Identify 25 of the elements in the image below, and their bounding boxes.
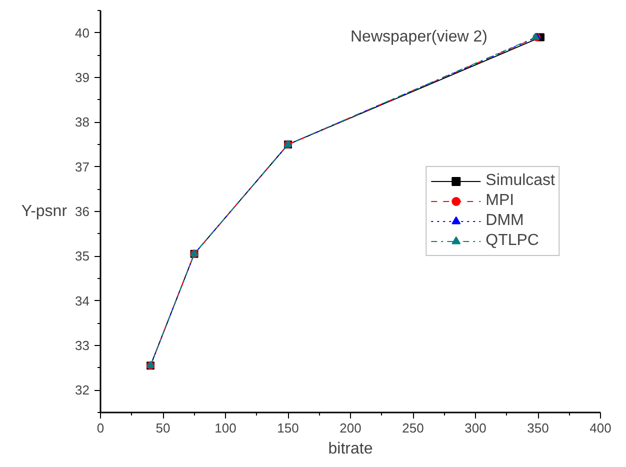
legend-label: Simulcast xyxy=(486,172,555,190)
y-tick-label: 37 xyxy=(75,159,90,174)
x-tick-label: 250 xyxy=(402,420,424,436)
x-tick-label: 400 xyxy=(590,420,612,436)
y-tick-label: 32 xyxy=(75,382,90,398)
x-tick-label: 200 xyxy=(340,420,362,436)
x-tick-label: 150 xyxy=(277,420,299,436)
x-axis-title: bitrate xyxy=(328,440,373,458)
x-tick-label: 0 xyxy=(96,420,104,436)
y-tick-label: 35 xyxy=(75,248,90,264)
y-tick-label: 36 xyxy=(75,204,90,219)
y-tick-label: 40 xyxy=(75,25,90,40)
x-tick-label: 300 xyxy=(464,420,486,436)
x-tick-label: 350 xyxy=(527,420,549,436)
y-tick-label: 34 xyxy=(75,293,90,308)
x-tick-label: 100 xyxy=(214,420,236,436)
legend-label: MPI xyxy=(486,192,514,210)
x-tick-label: 50 xyxy=(156,420,170,436)
text: Newspaper(view 2) xyxy=(350,28,488,46)
legend-label: DMM xyxy=(486,212,524,230)
y-axis-title: Y-psnr xyxy=(21,203,68,220)
legend-label: QTLPC xyxy=(486,232,539,250)
y-tick-label: 33 xyxy=(75,338,90,353)
y-tick-label: 38 xyxy=(75,114,90,130)
y-tick-label: 39 xyxy=(75,70,90,85)
